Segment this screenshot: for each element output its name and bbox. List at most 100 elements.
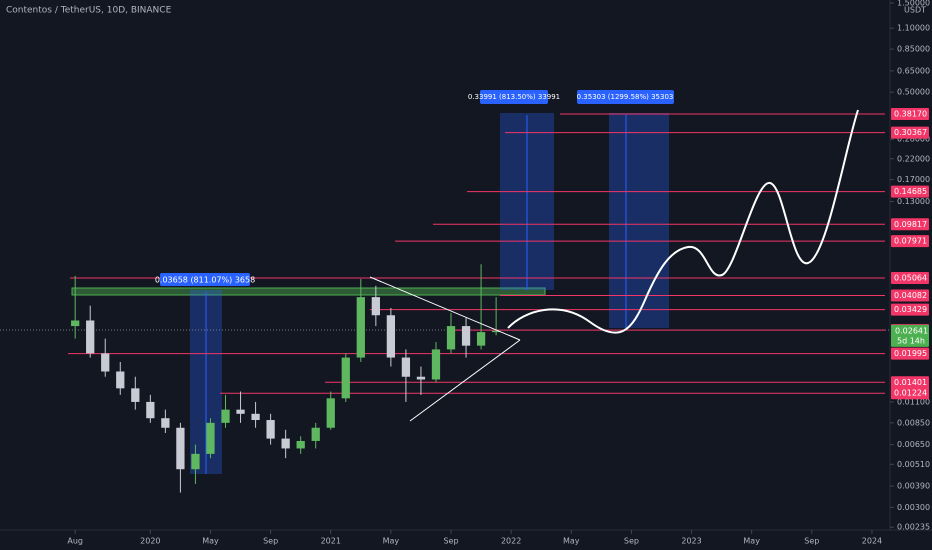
x-tick-label: 2020 (140, 537, 160, 546)
level-label: 0.07971 (894, 237, 927, 246)
candle-body (281, 438, 290, 449)
candle-body (416, 376, 426, 380)
x-tick-label: May (202, 537, 219, 546)
level-label: 0.38170 (894, 110, 927, 119)
level-label-box (891, 126, 929, 139)
axis: 1.50000 1.10000 0.85000 0.65000 0.50000 0.280… (67, 0, 930, 546)
y-tick-label: 0.85000 (897, 45, 930, 54)
level-label: 0.09817 (894, 220, 927, 229)
measure-label: 0.33991 (813.50%) 33991 (468, 93, 560, 101)
x-tick-label: May (563, 537, 580, 546)
level-label-box (891, 218, 929, 231)
level-label: 0.01401 (894, 378, 927, 387)
candle-body (326, 398, 335, 428)
x-tick-label: Sep (263, 537, 278, 546)
level-label-box (891, 376, 929, 389)
candle-body (251, 413, 260, 421)
candle-body (116, 371, 125, 389)
candle-body (71, 320, 80, 327)
candle-body (146, 401, 155, 419)
candle-body (296, 440, 305, 449)
y-tick-label: 0.00300 (897, 503, 930, 512)
x-tick-label: May (383, 537, 400, 546)
measure-label-box (480, 90, 548, 104)
y-tick-label: 0.00235 (897, 523, 930, 532)
x-tick-label: Sep (804, 537, 819, 546)
y-tick-label: 1.50000 (897, 0, 930, 7)
candle-body (236, 409, 245, 414)
zone (71, 287, 546, 296)
y-tick-label: 0.65000 (897, 66, 930, 75)
candle-body (491, 330, 501, 333)
level-label: 0.04082 (894, 291, 927, 300)
candle-body (431, 349, 441, 380)
level-label: 0.05064 (894, 273, 927, 282)
y-tick-label: 0.22000 (897, 154, 930, 163)
candle-body (161, 418, 170, 428)
measure-label: 0.03658 (811.07%) 3658 (155, 276, 255, 285)
x-tick-label: Sep (443, 537, 458, 546)
candle-body (446, 326, 456, 350)
candle-body (311, 427, 320, 441)
measure-label-box (577, 90, 674, 104)
y-tick-label: 0.28000 (897, 135, 930, 144)
level-label: 0.01224 (894, 389, 927, 398)
candle-body (176, 427, 185, 470)
last-price-label: 0.02641 (895, 326, 928, 335)
candle-body (386, 315, 396, 358)
candle-body (371, 297, 380, 316)
levels (68, 113, 885, 394)
y-tick-label: 0.00390 (897, 482, 930, 491)
level-label: 0.14685 (894, 187, 927, 196)
candle-body (206, 422, 215, 454)
measure-label: 0.35303 (1299.58%) 35303 (577, 93, 674, 101)
level-label: 0.01995 (894, 349, 927, 358)
last-price-box (891, 324, 929, 347)
countdown: 5d 14h (897, 336, 925, 345)
trend-line (409, 339, 521, 422)
candle-body (266, 420, 275, 439)
level-label-box (891, 347, 929, 360)
level-label-box (891, 235, 929, 248)
candle-body (341, 357, 350, 399)
level-label-box (891, 185, 929, 198)
y-tick-label: 1.10000 (897, 24, 930, 33)
level-label: 0.30367 (894, 128, 927, 137)
level-label-box (891, 271, 929, 284)
candles (71, 264, 501, 493)
x-tick-label: May (743, 537, 760, 546)
candle-body (401, 357, 411, 377)
candle-body (476, 332, 486, 346)
x-tick-label: 2024 (862, 537, 882, 546)
candle-body (86, 320, 95, 354)
level-label-box (891, 303, 929, 316)
y-tick-label: 0.50000 (897, 88, 930, 97)
projection-curve (507, 109, 859, 334)
y-tick-label: 0.01100 (897, 397, 930, 406)
candle-body (101, 353, 110, 372)
x-tick-label: 2021 (321, 537, 341, 546)
y-tick-label: 0.00650 (897, 440, 930, 449)
x-tick-label: 2023 (681, 537, 701, 546)
candle-body (131, 388, 140, 402)
x-tick-label: Sep (624, 537, 639, 546)
x-tick-label: 2022 (501, 537, 521, 546)
chart-title: Contentos / TetherUS, 10D, BINANCE (6, 6, 172, 16)
trend-line (369, 276, 521, 341)
y-tick-label: 0.13000 (897, 197, 930, 206)
candle-body (191, 453, 200, 470)
level-label-box (891, 387, 929, 400)
currency: USDT (904, 6, 926, 15)
x-tick-label: Aug (67, 537, 83, 546)
level-label-box (891, 108, 929, 121)
y-tick-label: 0.17000 (897, 175, 930, 184)
candle-body (221, 409, 230, 423)
y-tick-label: 0.00510 (897, 460, 930, 469)
y-tick-label: 0.00850 (897, 418, 930, 427)
level-label: 0.03429 (894, 305, 927, 314)
measure-label-box (160, 273, 250, 286)
candle-body (461, 326, 471, 346)
measure-area (609, 113, 669, 328)
